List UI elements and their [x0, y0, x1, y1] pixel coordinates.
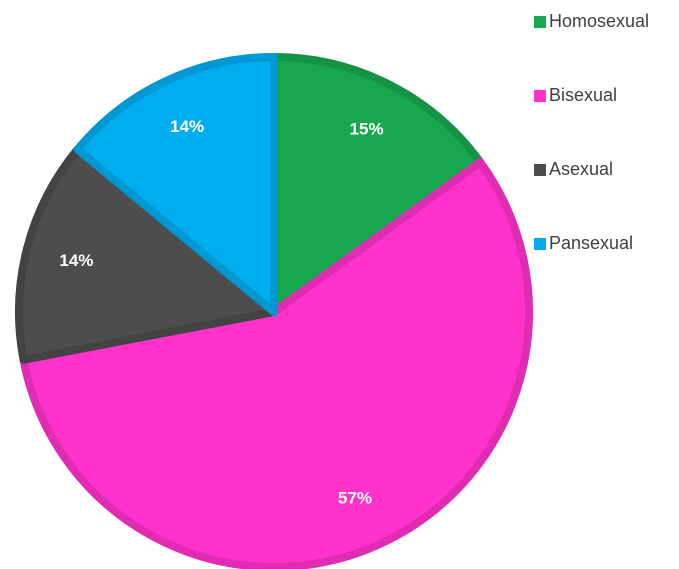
slice-border [73, 53, 278, 316]
slice-border [15, 145, 278, 364]
legend-label: Pansexual [549, 233, 633, 253]
legend-label: Asexual [549, 159, 613, 179]
legend-swatch [534, 164, 546, 176]
pie-slice [73, 53, 278, 316]
legend-label: Bisexual [549, 85, 617, 105]
slice-border [270, 53, 485, 316]
data-label: 14% [170, 117, 204, 136]
data-label: 14% [59, 251, 93, 270]
legend-swatch [534, 16, 546, 28]
legend-swatch [534, 238, 546, 250]
legend-label: Homosexual [549, 11, 649, 31]
legend-swatch [534, 90, 546, 102]
pie-slice [19, 158, 533, 569]
pie-slice [270, 53, 485, 316]
data-label: 57% [338, 489, 372, 508]
pie-slice [15, 145, 278, 364]
slice-border [19, 158, 533, 569]
data-label: 15% [350, 120, 384, 139]
